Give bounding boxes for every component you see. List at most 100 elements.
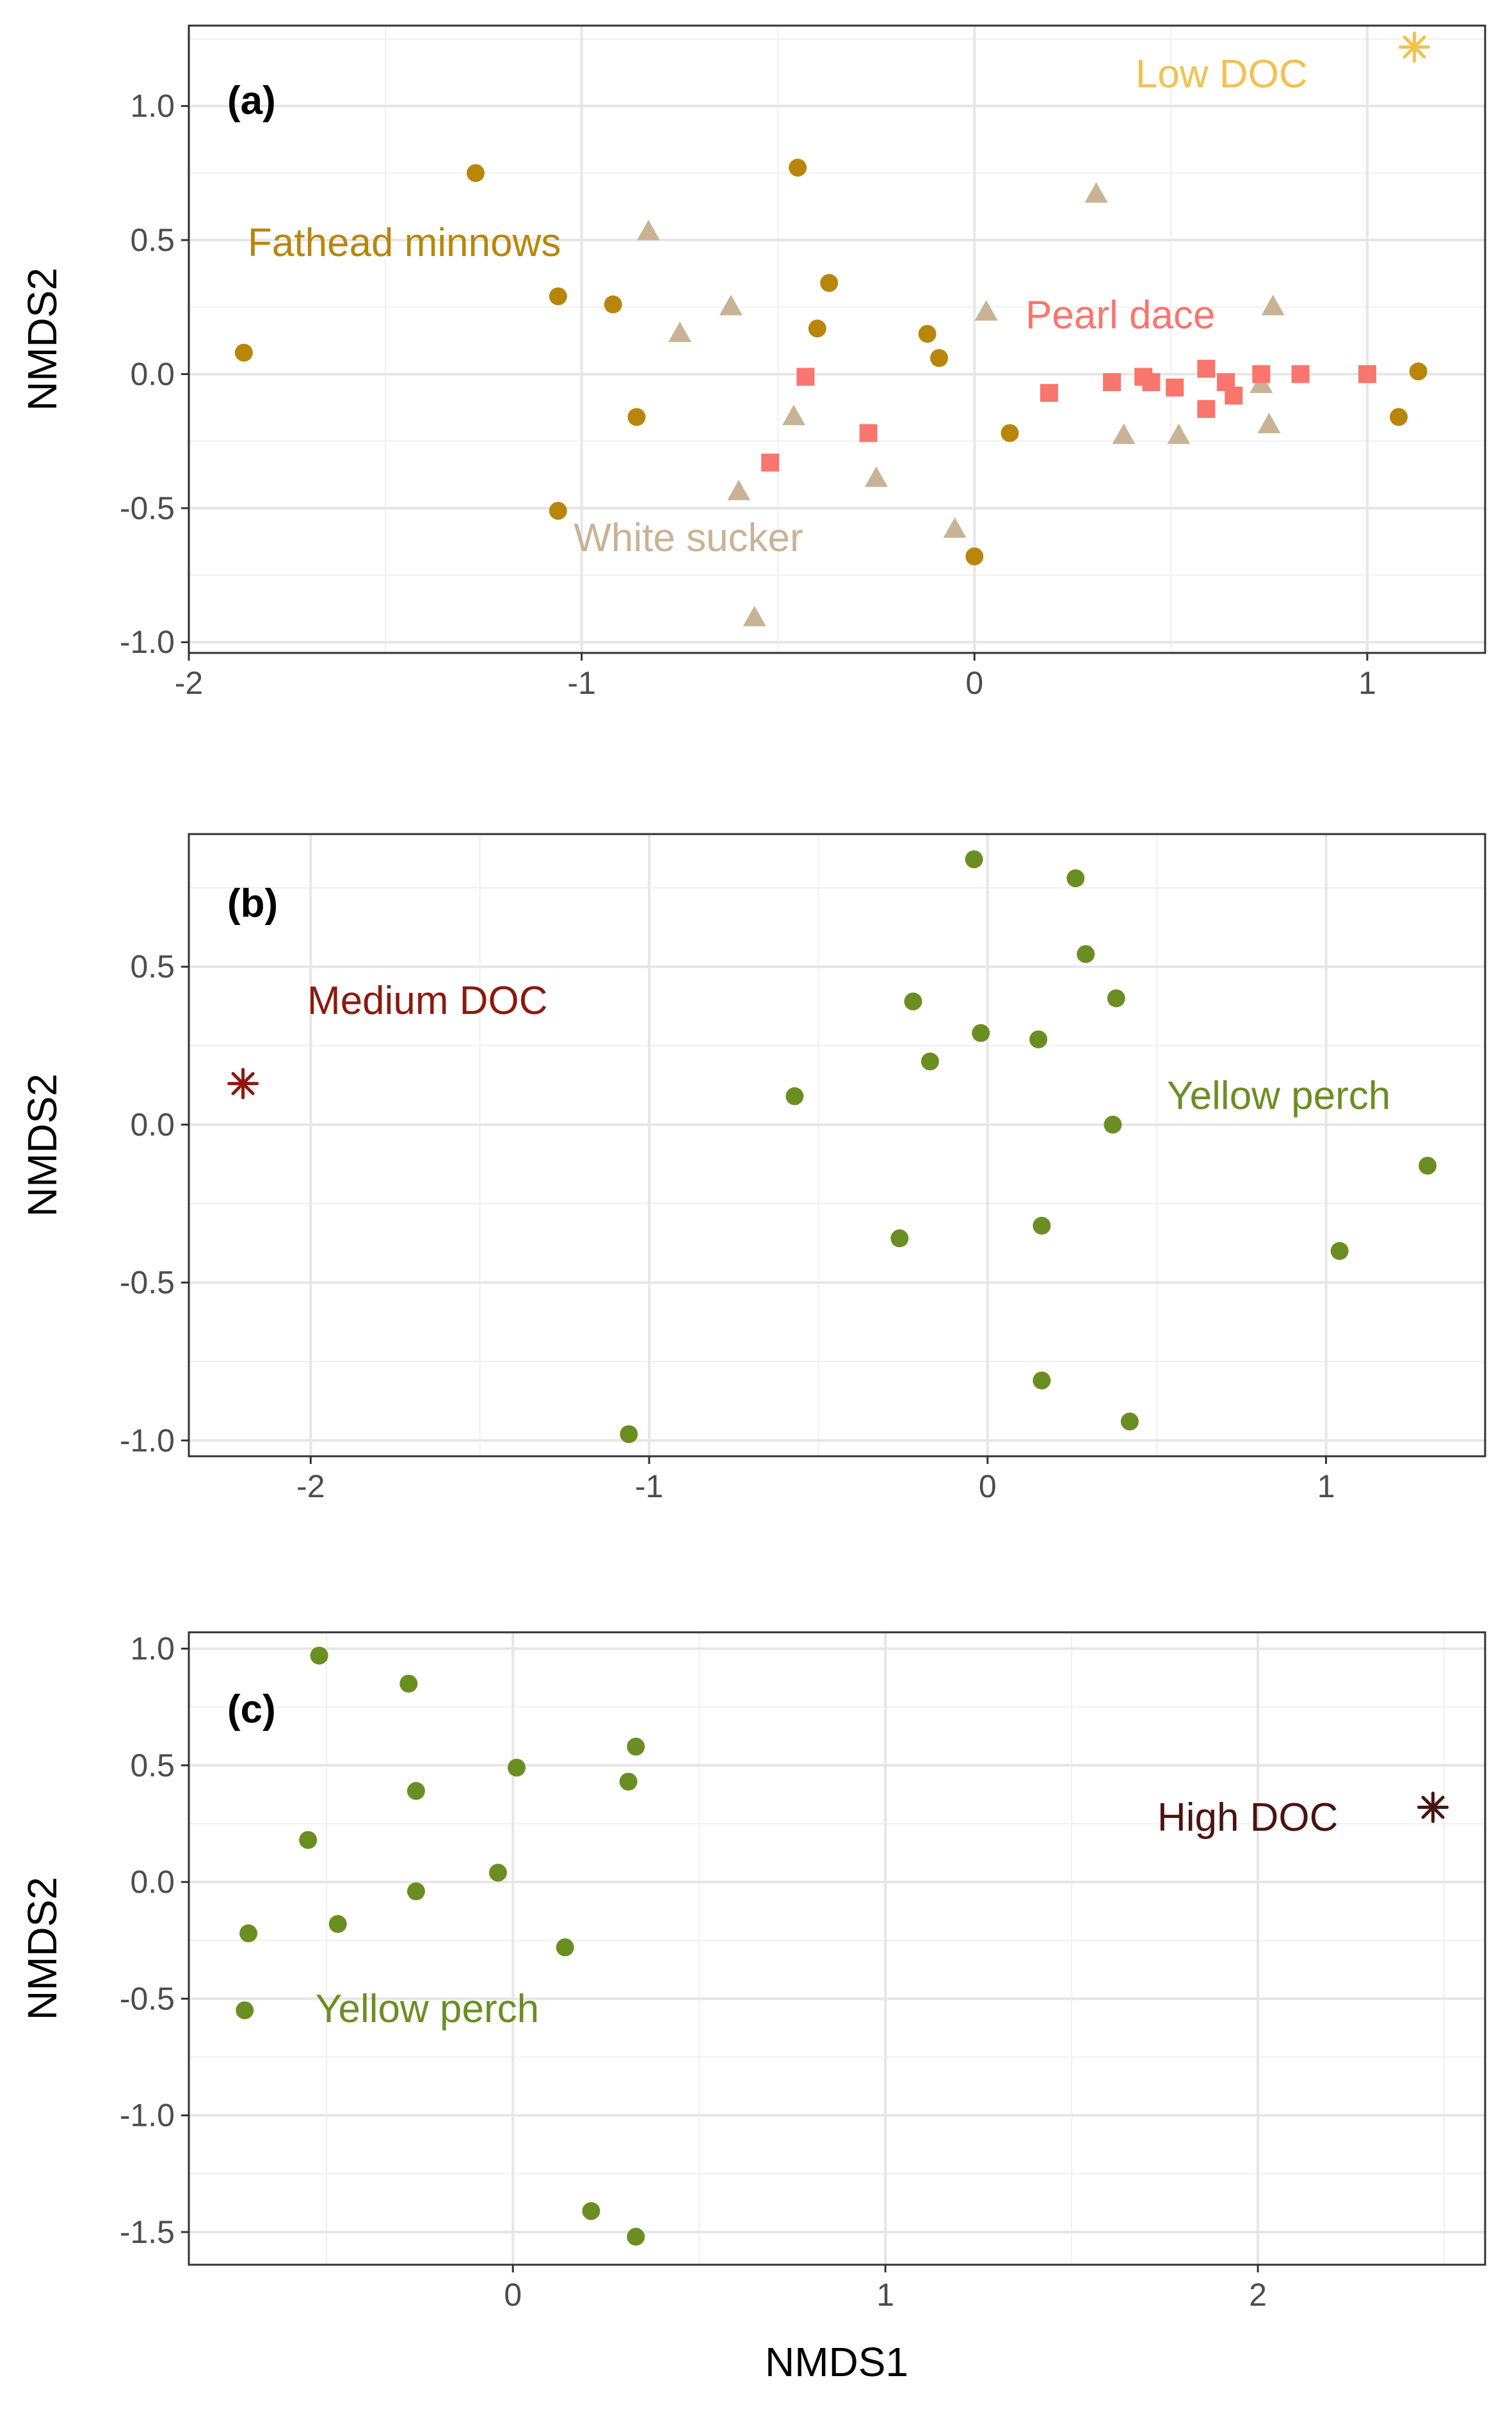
panel-a-white-sucker-label: White sucker: [574, 516, 803, 560]
panel-c-high-doc-label: High DOC: [1157, 1796, 1339, 1840]
panel-c-grid: [189, 1632, 1485, 2265]
panel-c-yellow-perch-point: [236, 2001, 254, 2020]
panel-b-yellow-perch-point: [1120, 1412, 1139, 1431]
panel-a-label: (a): [227, 79, 276, 123]
panel-b-yellow-perch-label: Yellow perch: [1167, 1073, 1390, 1118]
panel-b-yellow-perch-point: [890, 1229, 909, 1248]
panel-a-pearl-dace-point: [1225, 386, 1243, 405]
panel-c-yellow-perch-point: [627, 2228, 645, 2246]
panel-c-x-tick-label: 1: [876, 2277, 894, 2313]
panel-a-white-sucker-point: [1084, 182, 1108, 203]
panel-a-pearl-dace-point: [1197, 399, 1216, 418]
panel-a-pearl-dace-point: [1142, 373, 1161, 392]
panel-a-pearl-dace-point: [859, 424, 878, 442]
panel-b-yellow-perch-point: [1330, 1242, 1349, 1260]
panel-c-yellow-perch-point: [399, 1675, 418, 1693]
panel-c-y-tick-label: 1.0: [130, 1631, 175, 1667]
panel-a-frame: [188, 24, 1486, 654]
panel-c-label: (c): [227, 1687, 276, 1732]
panel-a-y-tick-label: -0.5: [120, 490, 175, 526]
panel-a-white-sucker-point: [782, 405, 805, 426]
panel-a-y-axis-label: NMDS2: [19, 268, 65, 411]
panel-a-fathead-minnows-point: [549, 287, 567, 305]
x-axis-label: NMDS1: [765, 2339, 908, 2385]
panel-a-fathead-minnows-point: [1390, 408, 1408, 426]
panel-b-yellow-perch-point: [620, 1425, 638, 1443]
panel-b-yellow-perch-point: [1107, 989, 1125, 1008]
panel-a-pearl-dace-point: [1358, 365, 1376, 383]
panel-a-ticks: -2 -1 0 1 -1.0 -0.5 0.0 0.5 1.0: [120, 88, 1376, 701]
panel-c-yellow-perch-label: Yellow perch: [316, 1987, 539, 2031]
panel-a-y-tick-label: 0.0: [130, 356, 175, 392]
panel-a-labels: Fathead minnows White sucker Pearl dace Low…: [248, 52, 1308, 560]
panel-b-frame: [188, 833, 1486, 1458]
panel-a-pearl-dace-point: [761, 453, 780, 472]
panel-b-yellow-perch-point: [1033, 1371, 1051, 1390]
panel-a-fathead-minnows-point: [1409, 362, 1428, 381]
panel-a-white-sucker-point: [743, 606, 766, 627]
panel-c-yellow-perch-point: [582, 2202, 600, 2221]
panel-a-pearl-dace-point: [1252, 365, 1271, 383]
panel-c-yellow-perch-point: [556, 1938, 574, 1957]
panel-b-grid: [189, 834, 1485, 1456]
panel-b-x-tick-label: 0: [979, 1468, 997, 1504]
panel-a-white-sucker-point: [727, 479, 751, 501]
panel-a-x-tick-label: 1: [1358, 665, 1376, 701]
panel-a-pearl-dace-point: [1040, 383, 1058, 402]
panel-b-yellow-perch-point: [965, 850, 983, 869]
panel-c-ticks: 0 1 2 -1.5 -1.0 -0.5 0.0 0.5 1.0: [120, 1631, 1267, 2313]
panel-a-fathead-minnows-point: [930, 349, 949, 367]
panel-a-y-tick-label: 0.5: [130, 222, 175, 258]
panel-b-y-axis-label: NMDS2: [19, 1073, 65, 1217]
panel-a-fathead-minnows-point: [234, 343, 253, 362]
panel-b-y-tick-label: -1.0: [120, 1422, 175, 1458]
panel-a-low-doc-label: Low DOC: [1136, 52, 1308, 96]
panel-c-y-tick-label: -0.5: [120, 1981, 175, 2016]
panel-b-yellow-perch-point: [1033, 1216, 1051, 1235]
panel-a-white-sucker-point: [943, 517, 967, 538]
panel-c-y-axis-label: NMDS2: [19, 1877, 65, 2020]
panel-a-fathead-minnows-point: [820, 274, 839, 293]
panel-a-white-sucker-point: [1257, 412, 1281, 433]
panel-a-white-sucker-point: [719, 294, 743, 316]
panel-c-yellow-perch-point: [627, 1737, 645, 1756]
panel-a-white-sucker-point: [1112, 423, 1136, 444]
panel-a-pearl-dace-point: [1291, 365, 1310, 383]
panel-a-fathead-minnows-point: [466, 164, 485, 182]
panel-c-frame: [188, 1631, 1486, 2266]
panel-a-fathead-minnows-label: Fathead minnows: [248, 221, 561, 265]
panel-a: -2 -1 0 1 -1.0 -0.5 0.0 0.5 1.0 Fathead minnows W…: [19, 24, 1486, 701]
panel-a-pearl-dace-point: [1197, 360, 1216, 378]
panel-b-x-tick-label: -2: [296, 1468, 325, 1504]
panel-a-pearl-dace-point: [1103, 373, 1122, 392]
panel-b-y-tick-label: -0.5: [120, 1265, 175, 1301]
panel-a-fathead-minnows-point: [789, 158, 807, 177]
panel-c-yellow-perch-point: [239, 1924, 258, 1943]
panel-a-fathead-minnows-point: [1001, 424, 1019, 442]
panel-b-medium-doc-label: Medium DOC: [307, 979, 548, 1023]
panel-b-yellow-perch-point: [1029, 1030, 1048, 1049]
panel-a-y-tick-label: -1.0: [120, 624, 175, 660]
panel-c-points: [236, 1646, 1449, 2246]
panel-b-labels: Yellow perch Medium DOC: [307, 979, 1390, 1118]
panel-a-low-doc-point: [1399, 31, 1431, 63]
panel-c-y-tick-label: -1.0: [120, 2098, 175, 2134]
panel-c-yellow-perch-point: [299, 1831, 318, 1849]
panel-b-yellow-perch-point: [1066, 869, 1085, 888]
panel-b: -2 -1 0 1 -1.0 -0.5 0.0 0.5 Yellow perch Medium …: [19, 833, 1486, 1504]
panel-b-y-tick-label: 0.0: [130, 1107, 175, 1143]
panel-a-white-sucker-point: [974, 300, 998, 321]
panel-a-fathead-minnows-point: [808, 319, 826, 338]
panel-a-pearl-dace-point: [796, 367, 815, 386]
panel-b-x-tick-label: 1: [1317, 1468, 1335, 1504]
panel-c-y-tick-label: 0.5: [130, 1748, 175, 1783]
panel-a-white-sucker-point: [668, 321, 692, 342]
panel-a-y-tick-label: 1.0: [130, 88, 175, 124]
panel-a-x-tick-label: 0: [965, 665, 983, 701]
panel-a-pearl-dace-point: [1166, 378, 1184, 397]
panel-c: 0 1 2 -1.5 -1.0 -0.5 0.0 0.5 1.0 Yellow perch Hig…: [19, 1631, 1486, 2385]
panel-a-fathead-minnows-point: [627, 408, 646, 426]
panel-c-yellow-perch-point: [488, 1863, 507, 1882]
panel-a-white-sucker-point: [1261, 294, 1285, 316]
